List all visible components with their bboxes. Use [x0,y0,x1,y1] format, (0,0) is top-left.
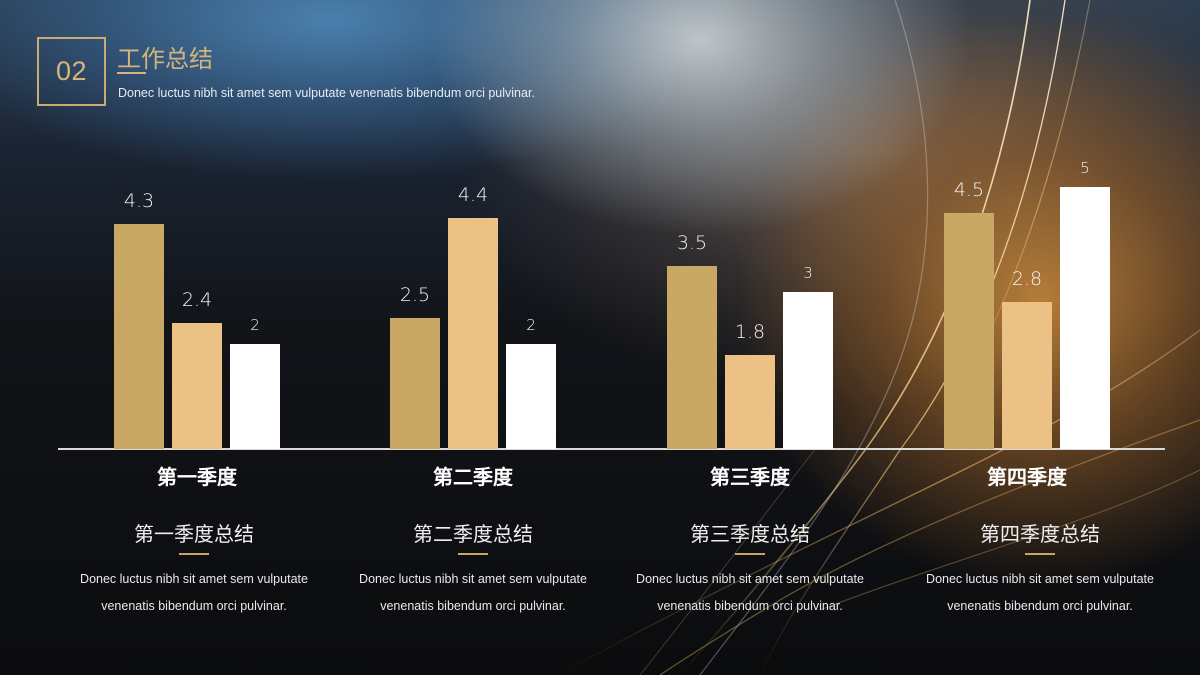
bar-3-series-3 [783,292,833,449]
summary-description-line: Donec luctus nibh sit amet sem vulputate [359,572,587,586]
data-label: 5 [1080,159,1090,177]
title-underline [117,72,146,74]
page-subtitle: Donec luctus nibh sit amet sem vulputate… [118,86,535,100]
data-label: 4.3 [123,190,155,212]
summary-description-line: venenatis bibendum orci pulvinar. [657,599,843,613]
summary-title: 第三季度总结 [690,522,810,546]
summary-divider [735,553,765,555]
summary-divider [1025,553,1055,555]
summary-description: Donec luctus nibh sit amet sem vulputate… [615,566,885,620]
category-label: 第一季度 [157,467,237,489]
category-label: 第二季度 [433,467,513,489]
summary-description: Donec luctus nibh sit amet sem vulputate… [59,566,329,620]
summary-divider [179,553,209,555]
bar-2-series-3 [506,344,556,449]
bar-3-series-2 [725,355,775,449]
summary-description-line: venenatis bibendum orci pulvinar. [947,599,1133,613]
data-label: 3 [803,264,813,282]
data-label: 2.8 [1011,268,1043,290]
page-title: 工作总结 [117,45,213,73]
data-label: 2.5 [399,284,431,306]
summary-description-line: Donec luctus nibh sit amet sem vulputate [80,572,308,586]
summary-description-line: Donec luctus nibh sit amet sem vulputate [636,572,864,586]
x-axis-line [58,448,1165,450]
summary-title: 第二季度总结 [413,522,533,546]
data-label: 4.4 [457,184,489,206]
category-label: 第三季度 [710,467,790,489]
summary-description: Donec luctus nibh sit amet sem vulputate… [338,566,608,620]
data-label: 2 [250,316,260,334]
data-label: 4.5 [953,179,985,201]
summary-description-line: venenatis bibendum orci pulvinar. [101,599,287,613]
bar-4-series-1 [944,213,994,449]
bar-1-series-1 [114,224,164,449]
bar-4-series-3 [1060,187,1110,449]
section-number: 02 [55,56,88,86]
data-label: 2 [526,316,536,334]
summary-description: Donec luctus nibh sit amet sem vulputate… [905,566,1175,620]
summary-title: 第一季度总结 [134,522,254,546]
data-label: 1.8 [734,321,766,343]
bar-2-series-2 [448,218,498,449]
bar-1-series-3 [230,344,280,449]
summary-title: 第四季度总结 [980,522,1100,546]
bar-4-series-2 [1002,302,1052,449]
summary-divider [458,553,488,555]
section-number-box: 02 [37,37,106,106]
bar-1-series-2 [172,323,222,449]
summary-description-line: venenatis bibendum orci pulvinar. [380,599,566,613]
data-label: 2.4 [181,289,213,311]
bar-3-series-1 [667,266,717,449]
category-label: 第四季度 [987,467,1067,489]
data-label: 3.5 [676,232,708,254]
summary-description-line: Donec luctus nibh sit amet sem vulputate [926,572,1154,586]
bar-2-series-1 [390,318,440,449]
